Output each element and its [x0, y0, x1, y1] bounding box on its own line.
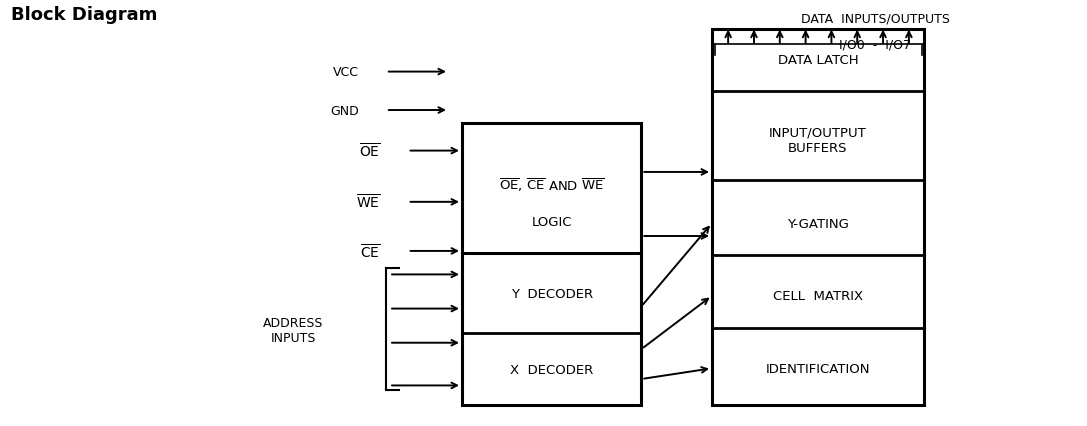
Text: $\overline{\mathsf{CE}}$: $\overline{\mathsf{CE}}$ [360, 242, 380, 260]
Text: I/O0  -  I/O7: I/O0 - I/O7 [839, 38, 911, 51]
Text: ADDRESS
INPUTS: ADDRESS INPUTS [263, 316, 324, 344]
Text: Block Diagram: Block Diagram [11, 6, 158, 24]
Text: CELL  MATRIX: CELL MATRIX [773, 290, 863, 302]
Text: VCC: VCC [333, 66, 359, 79]
Bar [462, 124, 641, 285]
Text: Y-GATING: Y-GATING [787, 217, 849, 230]
Text: Y  DECODER: Y DECODER [511, 287, 592, 300]
Text: $\overline{\mathsf{OE}}$, $\overline{\mathsf{CE}}$ AND $\overline{\mathsf{WE}}$: $\overline{\mathsf{OE}}$, $\overline{\ma… [499, 177, 604, 194]
Text: $\overline{\mathsf{WE}}$: $\overline{\mathsf{WE}}$ [355, 193, 380, 211]
Text: IDENTIFICATION: IDENTIFICATION [765, 362, 871, 375]
Text: $\overline{\mathsf{OE}}$: $\overline{\mathsf{OE}}$ [359, 142, 380, 160]
Bar [462, 253, 641, 405]
Bar [712, 30, 924, 405]
Text: LOGIC: LOGIC [532, 215, 572, 228]
Text: INPUT/OUTPUT
BUFFERS: INPUT/OUTPUT BUFFERS [770, 127, 866, 154]
Text: DATA  INPUTS/OUTPUTS: DATA INPUTS/OUTPUTS [801, 13, 949, 26]
Text: X  DECODER: X DECODER [510, 363, 594, 376]
Text: GND: GND [330, 104, 359, 117]
Text: DATA LATCH: DATA LATCH [777, 54, 859, 67]
